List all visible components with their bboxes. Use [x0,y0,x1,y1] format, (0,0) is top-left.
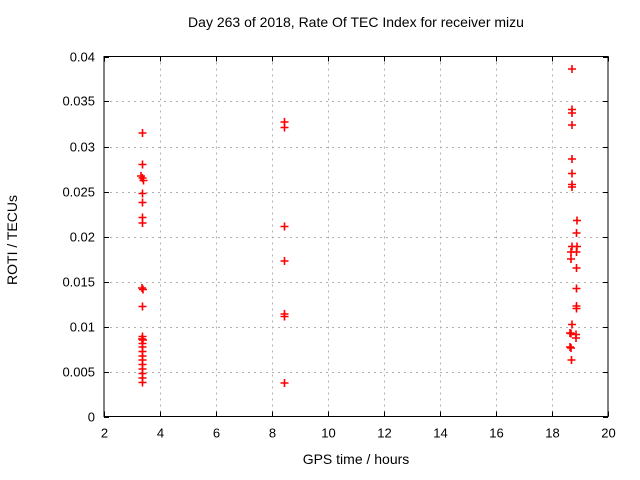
data-point-marker [568,65,576,73]
x-tick-label: 8 [269,426,276,441]
y-tick-label: 0.02 [70,230,95,245]
y-tick-label: 0.03 [70,140,95,155]
data-point-marker [568,169,576,178]
data-point-marker [572,248,581,256]
y-axis-title: ROTI / TECUs [4,195,20,285]
data-point-marker [568,183,576,191]
data-point-marker [280,257,289,265]
data-point-marker [280,123,289,132]
x-tick-label: 20 [601,426,615,441]
data-point-marker [567,255,575,263]
chart-title: Day 263 of 2018, Rate Of TEC Index for r… [188,14,524,30]
data-point-marker [568,109,576,117]
data-point-marker [568,155,576,163]
data-point-marker [138,160,147,169]
x-tick-label: 4 [157,426,164,441]
data-point-marker [138,378,147,387]
y-tick-label: 0.01 [70,320,95,335]
data-points [137,65,581,387]
data-point-marker [567,329,575,338]
data-point-marker [567,356,576,364]
data-point-marker [566,343,574,351]
data-point-marker [139,176,148,185]
data-point-marker [138,189,147,198]
data-point-marker [138,198,147,207]
data-point-marker [568,320,576,329]
x-tick-label: 14 [433,426,447,441]
y-tick-label: 0 [88,410,95,425]
x-tick-label: 18 [545,426,559,441]
data-point-marker [572,334,580,342]
data-point-marker [138,219,147,227]
gridlines [104,56,608,417]
data-point-marker [280,312,289,321]
data-point-marker [572,264,581,272]
y-tick-label: 0.04 [70,50,95,65]
x-tick-label: 10 [321,426,335,441]
y-tick-label: 0.015 [62,275,95,290]
tick-labels: 2 4 6 8 10 12 14 16 18 20 0 0.005 0.01 0.015 0.02 0.025… [62,50,615,441]
x-tick-label: 12 [377,426,391,441]
y-tick-label: 0.005 [62,365,95,380]
data-point-marker [138,284,146,292]
data-point-marker [139,285,147,294]
data-point-marker [568,121,576,129]
x-tick-label: 2 [101,426,108,441]
data-point-marker [573,216,581,225]
x-tick-label: 6 [213,426,220,441]
y-tick-label: 0.025 [62,185,95,200]
x-axis-title: GPS time / hours [303,451,410,467]
data-point-marker [280,222,289,231]
data-point-marker [138,129,147,137]
data-point-marker [572,284,581,293]
data-point-marker [567,344,575,352]
data-point-marker [572,229,581,237]
data-point-marker [572,304,581,313]
axis-ticks [104,56,609,418]
data-point-marker [280,379,289,387]
data-point-marker [138,302,147,311]
plot-border [103,56,609,417]
y-tick-label: 0.035 [62,94,95,109]
x-tick-label: 16 [489,426,503,441]
